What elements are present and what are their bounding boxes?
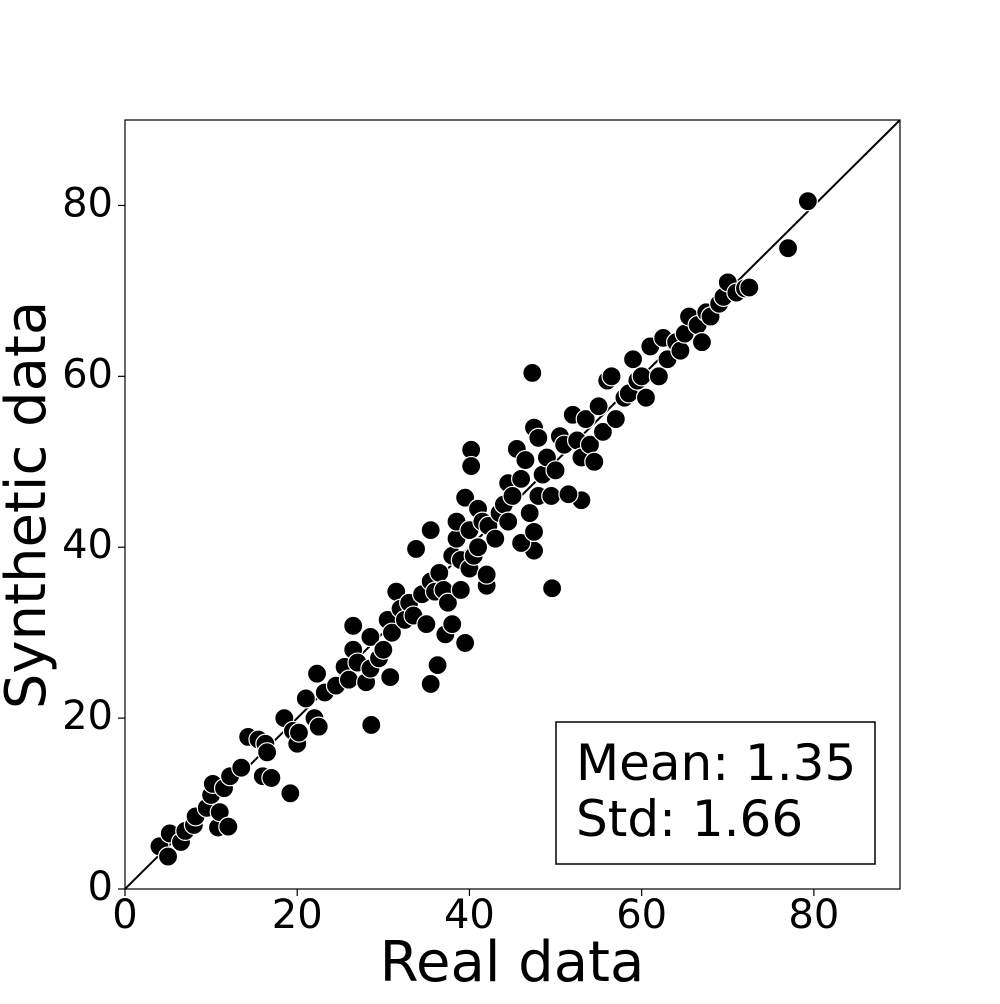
point <box>308 716 329 737</box>
point <box>157 846 179 867</box>
point <box>461 455 482 477</box>
point <box>605 408 626 430</box>
point <box>218 816 239 837</box>
point <box>635 387 657 408</box>
point <box>437 592 459 613</box>
point <box>622 349 644 370</box>
y-tick-label: 80 <box>62 180 113 226</box>
x-tick-label: 80 <box>788 892 839 938</box>
point <box>455 487 476 508</box>
point <box>542 578 563 599</box>
y-axis-label: Synthetic data <box>0 301 59 709</box>
point <box>558 484 579 505</box>
point <box>360 626 381 648</box>
point <box>523 521 545 542</box>
point <box>361 714 382 736</box>
point <box>306 663 328 684</box>
point <box>455 632 476 654</box>
point <box>380 666 401 688</box>
point <box>515 449 536 471</box>
point <box>381 622 403 643</box>
point <box>601 366 622 387</box>
point <box>592 421 614 442</box>
point <box>429 562 450 583</box>
point <box>584 451 605 472</box>
x-tick-label: 40 <box>444 892 495 938</box>
y-tick-label: 0 <box>88 864 113 910</box>
point <box>511 532 532 554</box>
point <box>295 688 316 709</box>
point <box>420 673 441 695</box>
plot-frame <box>124 119 901 890</box>
point <box>670 340 691 361</box>
point <box>416 614 437 635</box>
point <box>476 564 497 585</box>
point <box>541 485 562 507</box>
x-tick-label: 20 <box>272 892 323 938</box>
point <box>338 669 359 690</box>
point <box>777 238 799 259</box>
x-tick-label: 60 <box>616 892 667 938</box>
point <box>519 502 540 524</box>
point <box>467 537 489 558</box>
point <box>631 366 652 387</box>
y-tick-label: 60 <box>62 351 113 397</box>
y-tick-label: 20 <box>62 693 113 739</box>
x-tick-label: 0 <box>112 892 137 938</box>
annotation-text: Mean: 1.35 <box>576 734 856 792</box>
point <box>498 511 519 532</box>
point <box>231 757 252 778</box>
point <box>373 639 394 660</box>
point <box>405 538 427 560</box>
point <box>797 191 818 212</box>
point <box>648 366 669 387</box>
point <box>288 722 310 743</box>
point <box>528 427 549 448</box>
annotation-text: Std: 1.66 <box>576 790 803 848</box>
point <box>343 615 364 636</box>
point <box>485 528 506 549</box>
y-tick-label: 40 <box>62 522 113 568</box>
point <box>280 783 301 804</box>
point <box>420 520 441 541</box>
point <box>691 332 713 353</box>
point <box>427 655 448 676</box>
point <box>575 408 596 430</box>
x-axis-label: Real data <box>380 930 645 995</box>
point <box>261 767 282 789</box>
point <box>522 362 543 384</box>
point <box>739 277 760 298</box>
point <box>450 579 471 601</box>
point <box>256 742 278 763</box>
point <box>502 485 523 507</box>
point <box>588 396 609 417</box>
annotation-box <box>555 721 876 865</box>
point <box>442 614 463 635</box>
point <box>545 460 566 481</box>
point <box>511 468 532 489</box>
